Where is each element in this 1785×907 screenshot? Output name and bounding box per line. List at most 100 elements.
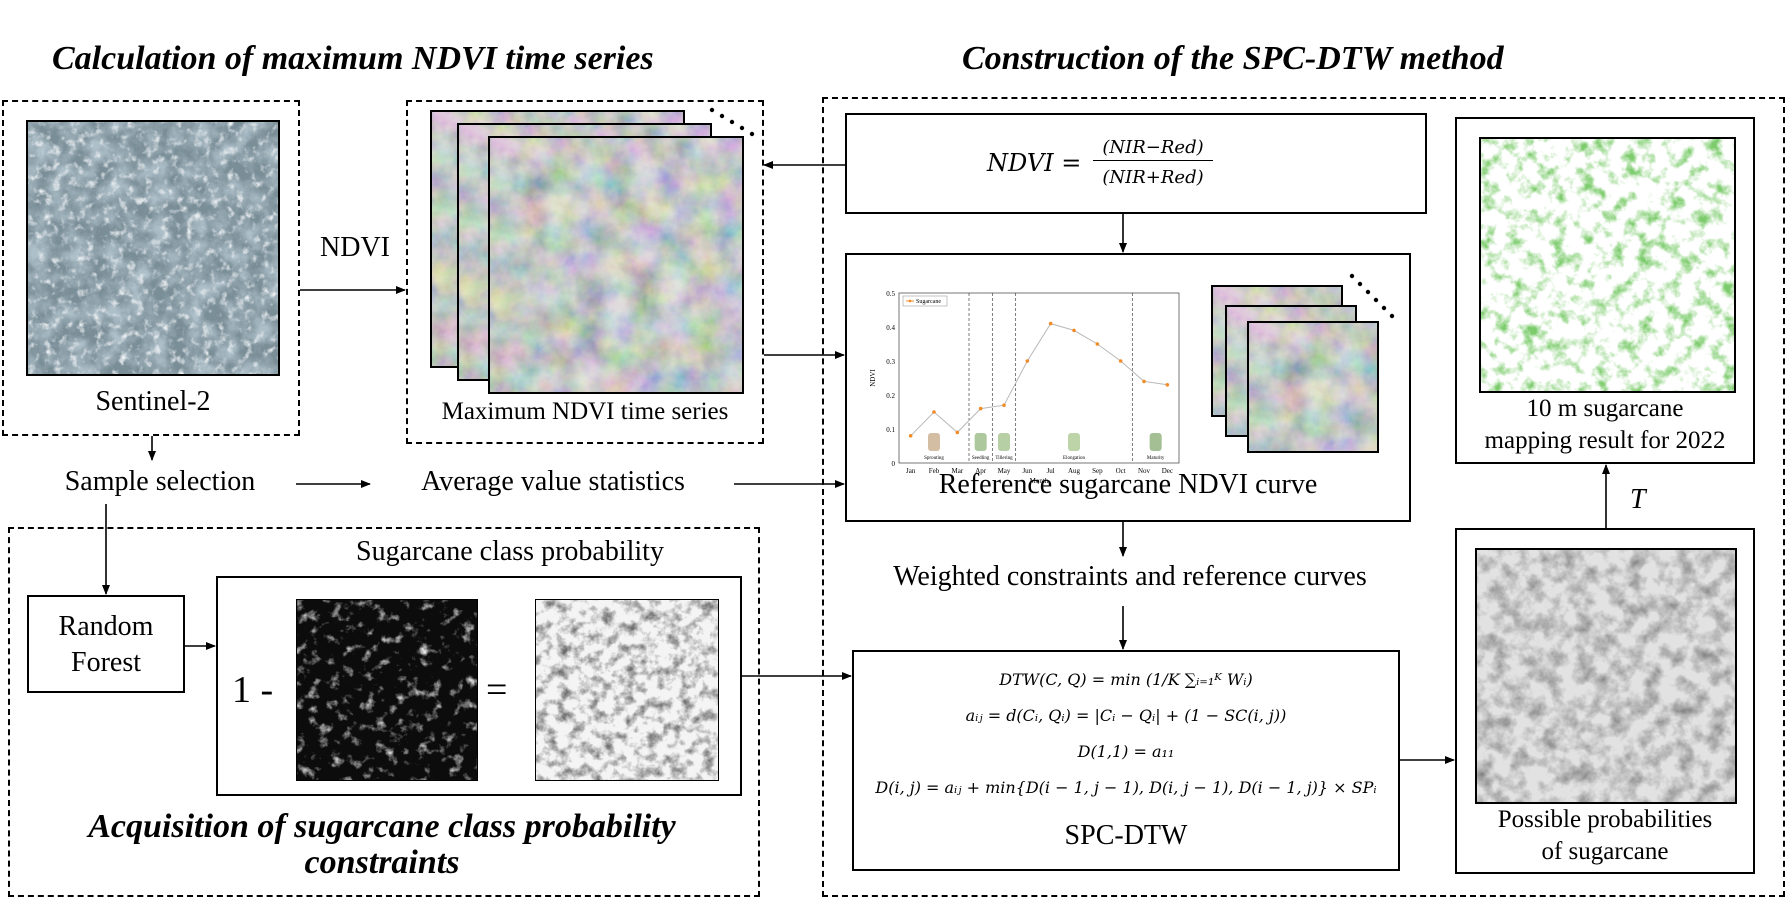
chart-point bbox=[932, 410, 936, 414]
ndvi-formula-numerator: (NIR−Red) bbox=[1093, 137, 1213, 161]
dij-formula: D(i, j) = aᵢⱼ + min{D(i − 1, j − 1), D(i… bbox=[875, 778, 1377, 797]
chart-point bbox=[1118, 359, 1123, 363]
chart-legend-marker bbox=[908, 299, 912, 303]
probability-image-dark bbox=[296, 599, 478, 781]
spc-dtw-group bbox=[822, 97, 1785, 897]
class-probability-label: Sugarcane class probability bbox=[356, 536, 664, 567]
chart-point bbox=[1025, 359, 1030, 363]
chart-point bbox=[1142, 379, 1146, 384]
light-texture bbox=[536, 600, 718, 780]
mapping-result-texture bbox=[1481, 139, 1734, 391]
chart-series-line bbox=[910, 323, 1168, 437]
random-forest-line1: Random bbox=[58, 611, 154, 642]
aij-formula: aᵢⱼ = d(Cᵢ, Qᵢ) = |Cᵢ − Qᵢ| + (1 − SC(i,… bbox=[965, 706, 1287, 725]
chart-x-tick: Mar bbox=[951, 467, 963, 475]
chart-x-tick: May bbox=[998, 467, 1011, 475]
possible-prob-texture bbox=[1477, 550, 1735, 802]
chart-legend-label: Sugarcane bbox=[916, 299, 941, 305]
reference-curve-box: 0 0.1 0.2 0.3 0.4 0.5 Jan Feb Mar Apr May Jun Jul Aug… bbox=[845, 253, 1411, 522]
chart-point bbox=[1048, 321, 1053, 326]
chart-stage-icon bbox=[974, 433, 987, 451]
max-ndvi-group bbox=[406, 100, 764, 444]
chart-y-tick: 0 bbox=[892, 460, 896, 468]
chart-x-tick: Jul bbox=[1047, 467, 1055, 475]
dtw-formula: DTW(C, Q) = min (1/K ∑ᵢ₌₁ᴷ Wᵢ) bbox=[999, 670, 1253, 689]
d11-formula: D(1,1) = a₁₁ bbox=[1077, 742, 1175, 761]
ndvi-texture-front bbox=[490, 138, 742, 392]
chart-y-tick: 0.4 bbox=[886, 324, 895, 332]
chart-stage-icon bbox=[1068, 433, 1080, 451]
chart-stage-label: Tillering bbox=[995, 456, 1013, 461]
chart-y-tick: 0.1 bbox=[886, 426, 895, 434]
average-stats-label: Average value statistics bbox=[421, 466, 685, 497]
chart-x-tick: Aug bbox=[1068, 467, 1081, 475]
chart-stage-icon bbox=[928, 433, 940, 451]
chart-x-tick: Sep bbox=[1092, 467, 1103, 475]
max-ndvi-label: Maximum NDVI time series bbox=[441, 398, 729, 425]
chart-x-tick: Jan bbox=[906, 467, 916, 475]
title-max-ndvi: Calculation of maximum NDVI time series bbox=[52, 40, 654, 77]
ndvi-arrow-label: NDVI bbox=[320, 232, 390, 263]
chart-point bbox=[955, 430, 960, 435]
random-forest-box: Random Forest bbox=[27, 595, 185, 693]
spc-dtw-box: DTW(C, Q) = min (1/K ∑ᵢ₌₁ᴷ Wᵢ) aᵢⱼ = d(C… bbox=[852, 650, 1400, 871]
weighted-constraints-label: Weighted constraints and reference curve… bbox=[893, 561, 1367, 592]
chart-y-tick: 0.5 bbox=[886, 290, 895, 298]
ndvi-formula-denominator: (NIR+Red) bbox=[1102, 167, 1204, 188]
spc-dtw-label: SPC-DTW bbox=[1064, 820, 1188, 851]
mapping-result-image bbox=[1479, 137, 1736, 393]
chart-x-tick: Apr bbox=[975, 467, 987, 475]
ref-texture-front bbox=[1249, 323, 1377, 451]
ndvi-formula-box: NDVI = (NIR−Red) (NIR+Red) bbox=[845, 113, 1427, 214]
chart-stage-label: Elongation bbox=[1063, 456, 1085, 461]
chart-x-tick: Dec bbox=[1162, 467, 1173, 475]
chart-point bbox=[908, 434, 913, 438]
possible-prob-line1: Possible probabilities bbox=[1497, 806, 1713, 833]
chart-y-tick: 0.2 bbox=[886, 392, 895, 400]
chart-x-tick: Feb bbox=[929, 467, 940, 475]
chart-x-tick: Nov bbox=[1138, 467, 1151, 475]
sentinel-group bbox=[2, 100, 300, 436]
chart-x-label: Month bbox=[1030, 477, 1049, 485]
possible-probabilities-box: Possible probabilities of sugarcane bbox=[1455, 528, 1755, 874]
mapping-result-box: 10 m sugarcane mapping result for 2022 bbox=[1455, 117, 1755, 464]
chart-x-tick: Oct bbox=[1116, 467, 1126, 475]
probability-image-light bbox=[535, 599, 719, 781]
possible-prob-image bbox=[1475, 548, 1737, 804]
chart-x-tick: Jun bbox=[1022, 467, 1032, 475]
chart-y-label: NDVI bbox=[869, 369, 877, 387]
chart-stage-icon bbox=[1149, 433, 1162, 451]
chart-stage-icon bbox=[998, 433, 1010, 451]
chart-stage-label: Sprouting bbox=[924, 456, 944, 461]
chart-point bbox=[1002, 403, 1006, 407]
ref-layer-front bbox=[1247, 321, 1379, 453]
chart-legend-box bbox=[902, 295, 948, 307]
mapping-result-line2: mapping result for 2022 bbox=[1484, 427, 1726, 454]
chart-stage-label: Maturity bbox=[1147, 456, 1165, 461]
mapping-result-line1: 10 m sugarcane bbox=[1526, 395, 1684, 422]
sentinel-texture bbox=[28, 122, 278, 374]
chart-y-tick: 0.3 bbox=[886, 358, 895, 366]
chart-point bbox=[1095, 342, 1100, 346]
random-forest-line2: Forest bbox=[71, 647, 141, 678]
one-minus-label: 1 - bbox=[232, 669, 274, 711]
reference-curve-label: Reference sugarcane NDVI curve bbox=[938, 469, 1318, 500]
possible-prob-line2: of sugarcane bbox=[1541, 838, 1669, 865]
probability-group bbox=[8, 527, 760, 897]
ndvi-layer-front bbox=[488, 136, 744, 394]
sentinel-image bbox=[26, 120, 280, 376]
equals-label: = bbox=[486, 669, 508, 711]
chart-stage-label: Seedling bbox=[972, 456, 990, 461]
title-probability-line1: Acquisition of sugarcane class probabili… bbox=[88, 808, 676, 845]
title-probability-line2: constraints bbox=[304, 844, 460, 881]
chart-point bbox=[1072, 328, 1076, 333]
dark-texture bbox=[297, 600, 477, 780]
chart-point bbox=[1165, 383, 1170, 387]
sentinel-label: Sentinel-2 bbox=[95, 386, 211, 417]
chart-frame bbox=[898, 292, 1180, 464]
title-spc-dtw: Construction of the SPC-DTW method bbox=[962, 40, 1504, 77]
ndvi-formula-lhs: NDVI = bbox=[987, 149, 1082, 177]
reference-ndvi-chart: 0 0.1 0.2 0.3 0.4 0.5 Jan Feb Mar Apr May Jun Jul Aug… bbox=[869, 290, 1180, 485]
threshold-t-label: T bbox=[1630, 484, 1646, 515]
